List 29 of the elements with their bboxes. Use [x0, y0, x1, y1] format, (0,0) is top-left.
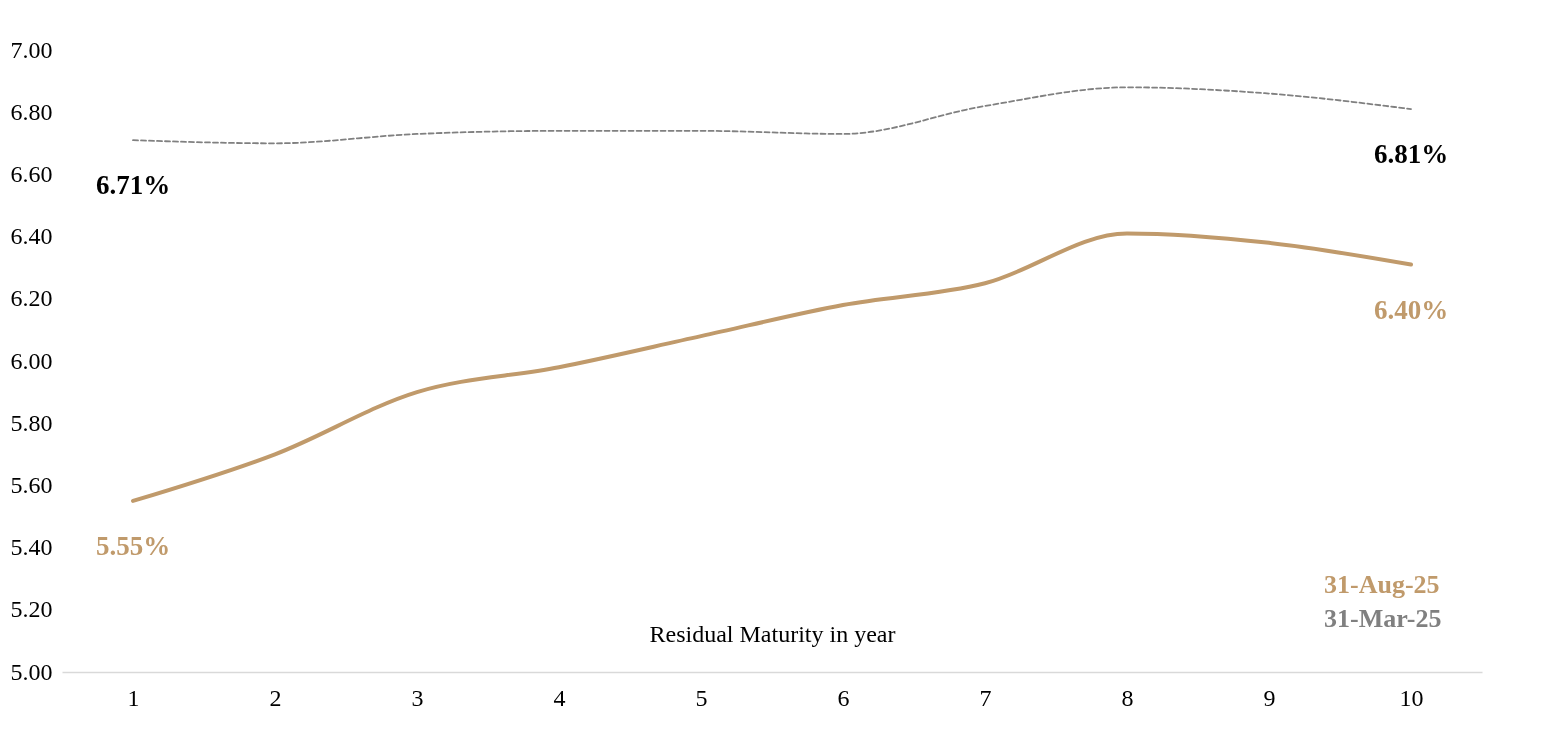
x-tick-label: 3 [411, 684, 424, 711]
y-tick-label: 6.40 [10, 223, 53, 250]
y-tick-label: 5.80 [10, 409, 53, 436]
y-tick-label: 7.00 [10, 36, 53, 63]
text: 31-Aug-25 [1324, 570, 1440, 599]
x-tick-label: 7 [979, 684, 992, 711]
y-tick-label: 5.60 [10, 471, 53, 498]
y-tick-label: 6.80 [10, 98, 53, 125]
y-tick-label: 5.40 [10, 534, 53, 561]
data-label: 6.81% [1373, 139, 1449, 170]
text: 31-Mar-25 [1324, 604, 1442, 633]
x-axis-title: Residual Maturity in year [649, 620, 896, 647]
annotation: 6.40% [1373, 294, 1449, 325]
x-tick-label: 10 [1399, 684, 1424, 711]
x-tick-label: 4 [553, 684, 566, 711]
y-tick-label: 5.20 [10, 596, 53, 623]
x-tick-label: 2 [269, 684, 282, 711]
y-tick-label: 6.00 [10, 347, 53, 374]
x-tick-label: 9 [1263, 684, 1276, 711]
data-label: 5.55% [95, 530, 171, 561]
x-tick-label: 6 [837, 684, 850, 711]
x-tick-label: 8 [1121, 684, 1134, 711]
y-tick-label: 6.60 [10, 160, 53, 187]
line-series [132, 86, 1412, 145]
x-tick-label: 5 [695, 684, 708, 711]
data-label: 6.71% [95, 170, 171, 201]
x-tick-label: 1 [127, 684, 140, 711]
y-tick-label: 6.20 [10, 285, 53, 312]
y-tick-label: 5.00 [10, 658, 53, 685]
